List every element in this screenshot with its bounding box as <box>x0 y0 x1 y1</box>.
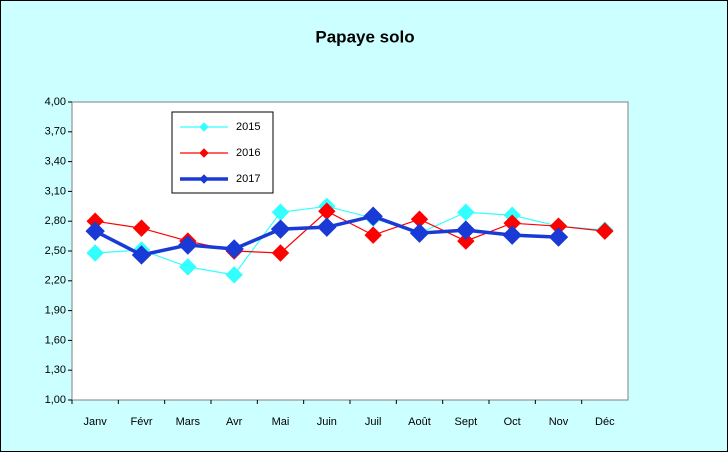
x-tick-label: Oct <box>504 416 521 428</box>
x-tick-label: Sept <box>455 416 478 428</box>
marker <box>363 206 383 226</box>
y-tick-label: 2,80 <box>45 215 66 227</box>
legend-label: 2016 <box>236 147 260 159</box>
marker <box>596 222 614 240</box>
marker <box>131 245 152 265</box>
series-line <box>95 205 605 276</box>
x-tick-label: Juil <box>365 416 382 428</box>
x-tick-label: Janv <box>84 416 108 428</box>
marker <box>457 232 475 250</box>
x-tick-label: Mars <box>176 416 201 428</box>
marker <box>457 203 475 221</box>
marker <box>502 225 522 245</box>
y-tick-label: 1,00 <box>45 394 66 406</box>
marker <box>86 244 104 262</box>
x-tick-label: Juin <box>317 416 337 428</box>
y-tick-label: 4,00 <box>45 96 66 108</box>
y-tick-label: 1,60 <box>45 334 66 346</box>
y-tick-label: 2,20 <box>45 275 66 287</box>
y-tick-label: 3,40 <box>45 156 66 168</box>
y-tick-label: 3,10 <box>45 185 66 197</box>
legend-label: 2015 <box>236 121 260 133</box>
x-tick-label: Déc <box>595 416 615 428</box>
x-tick-label: Févr <box>131 416 153 428</box>
marker <box>179 258 197 276</box>
marker <box>270 219 291 239</box>
legend-marker <box>199 148 209 158</box>
marker <box>224 239 244 259</box>
marker <box>225 266 243 284</box>
marker <box>178 235 198 255</box>
marker <box>85 221 105 241</box>
y-tick-label: 1,30 <box>45 364 66 376</box>
y-tick-label: 2,50 <box>45 245 66 257</box>
chart-title: Papaye solo <box>315 27 414 46</box>
x-tick-label: Août <box>408 416 431 428</box>
marker <box>132 219 151 237</box>
x-tick-label: Avr <box>226 416 243 428</box>
legend-label: 2017 <box>236 173 260 185</box>
marker <box>317 217 337 237</box>
x-tick-label: Mai <box>272 416 290 428</box>
legend-marker <box>199 174 209 184</box>
marker <box>456 220 476 240</box>
y-tick-label: 1,90 <box>45 305 66 317</box>
marker <box>364 226 382 244</box>
marker <box>548 227 569 247</box>
marker <box>271 244 290 262</box>
marker <box>409 223 430 243</box>
legend-marker <box>199 122 209 132</box>
y-tick-label: 3,70 <box>45 126 66 138</box>
x-tick-label: Nov <box>549 416 569 428</box>
